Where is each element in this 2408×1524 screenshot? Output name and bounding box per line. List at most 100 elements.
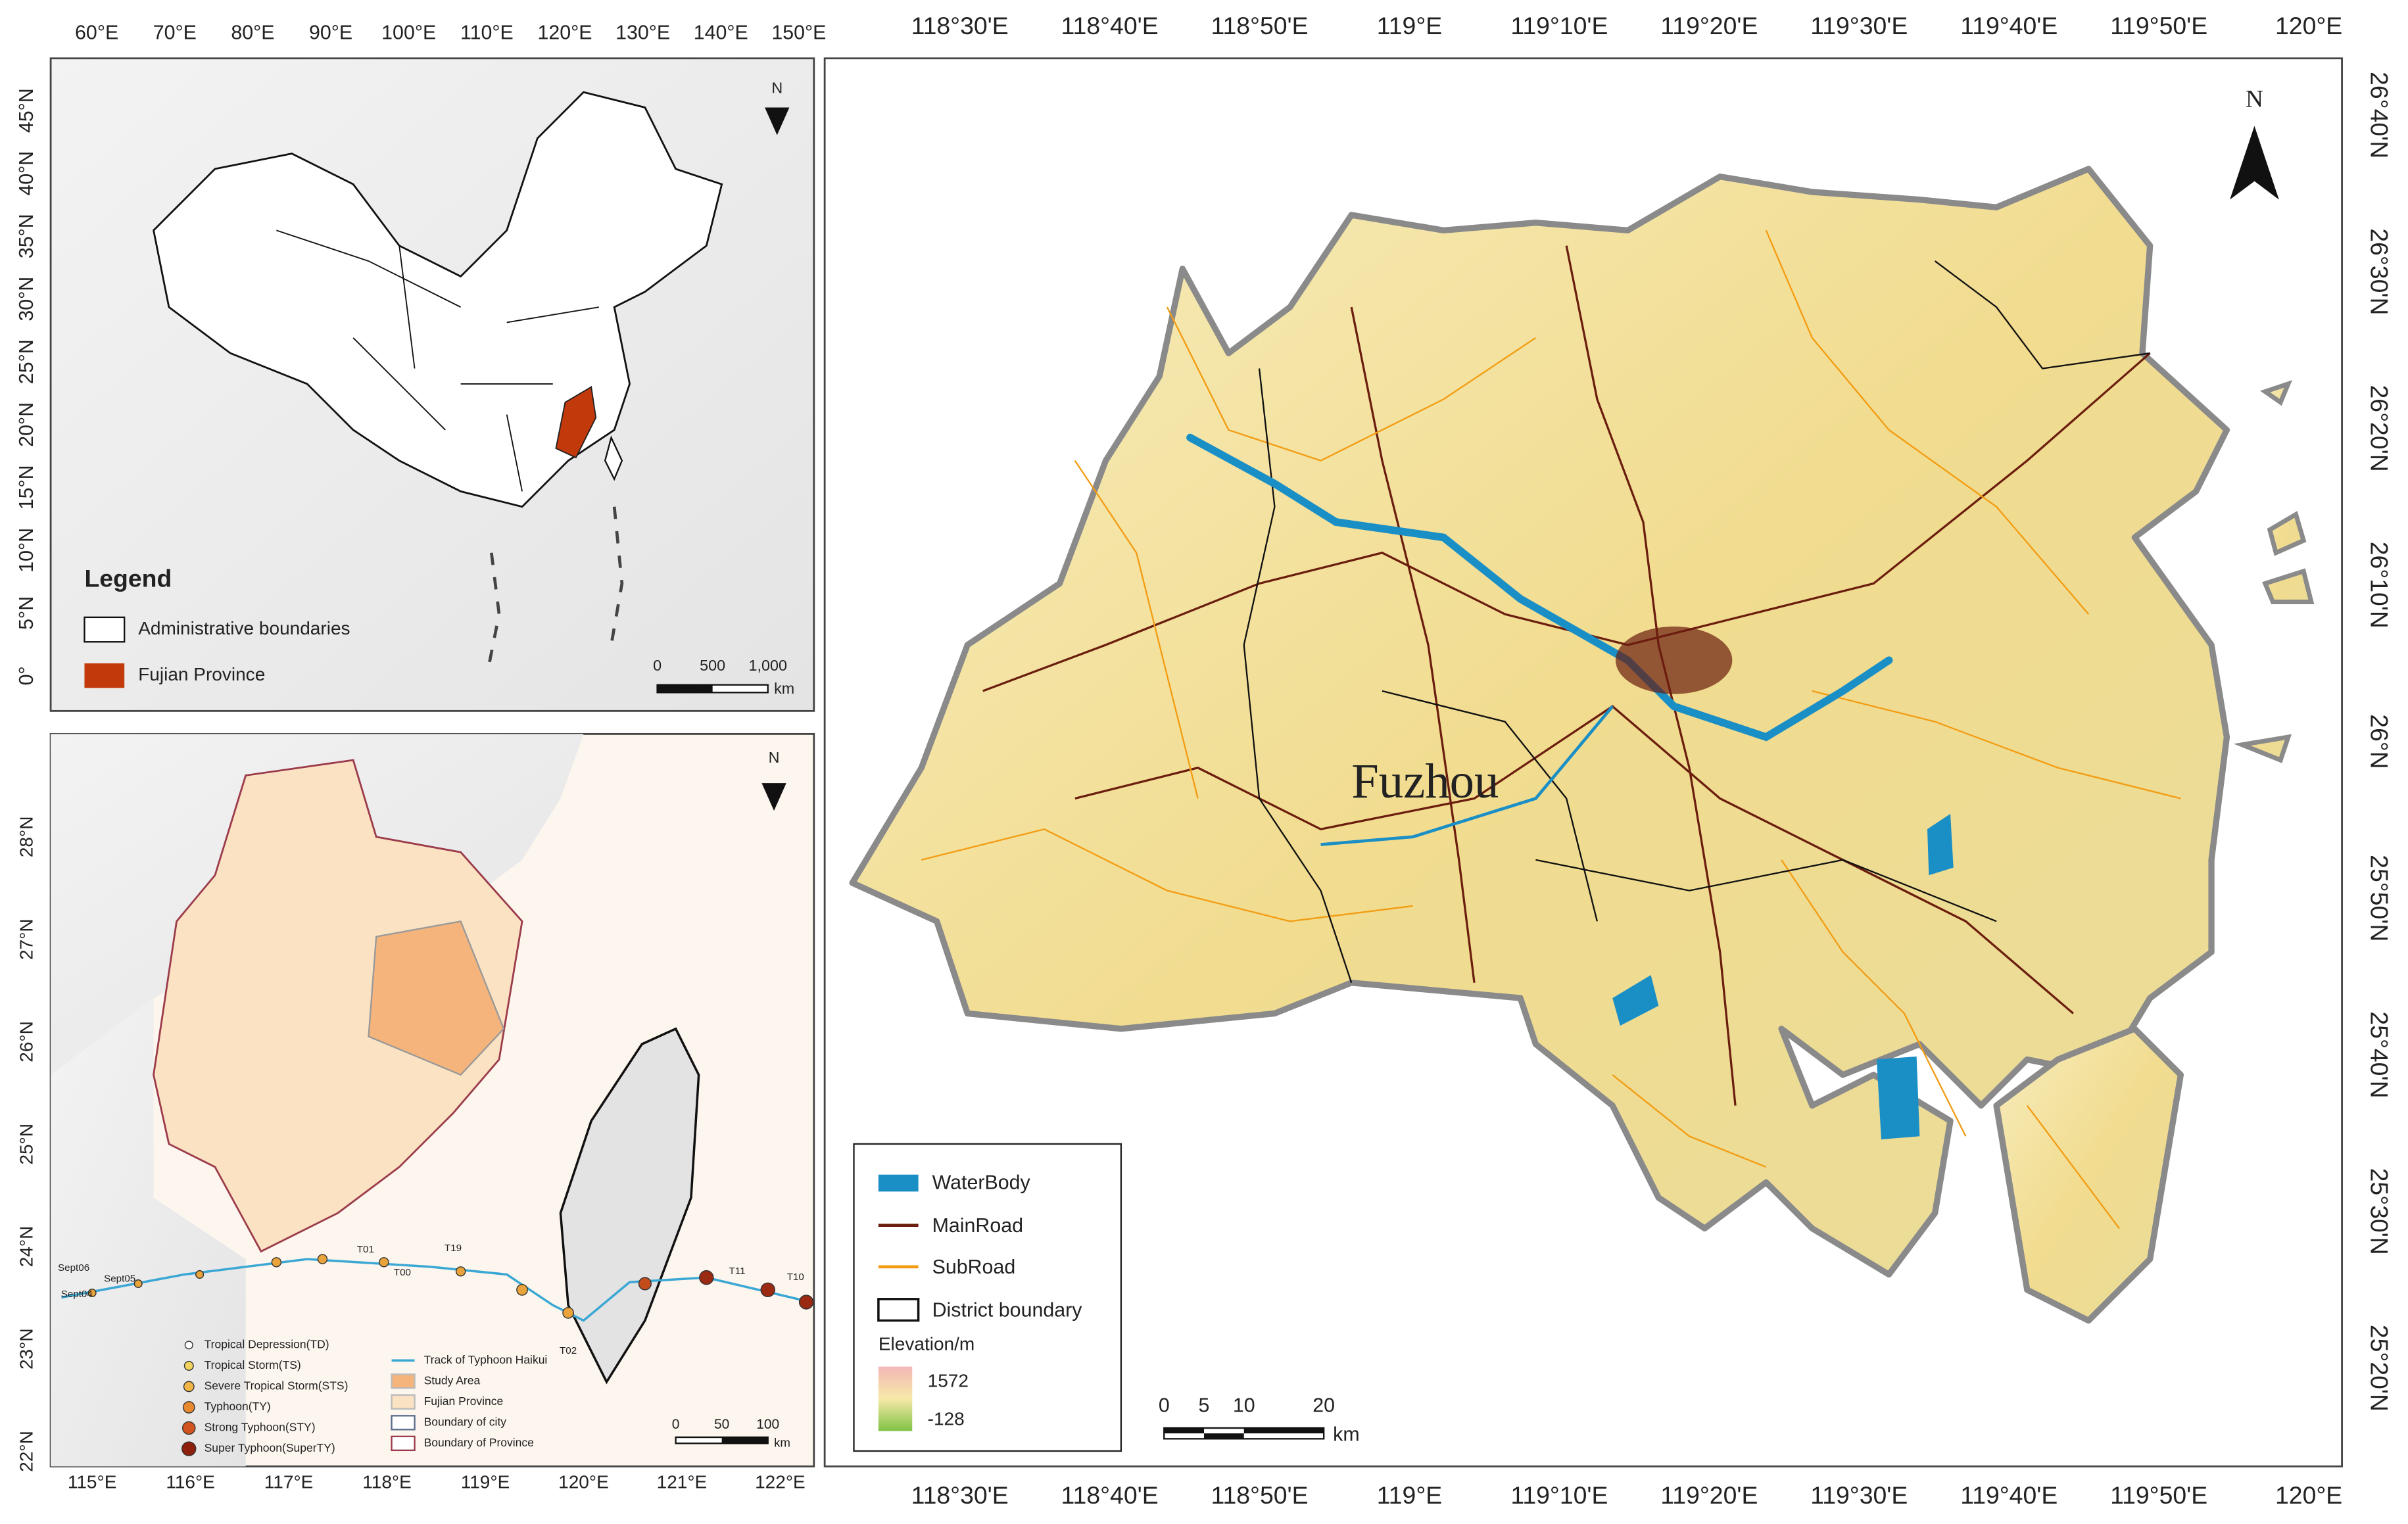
legend-swatch bbox=[84, 616, 126, 643]
nine-dash-line bbox=[487, 506, 624, 669]
legend-swatch bbox=[84, 663, 125, 688]
coordinate-label: 20°N bbox=[16, 402, 37, 447]
coordinate-label: 119°40'E bbox=[1960, 1481, 2058, 1509]
legend-elevation-title: Elevation/m bbox=[879, 1333, 975, 1354]
legend-symbol bbox=[182, 1401, 195, 1414]
track-label: T10 bbox=[787, 1272, 804, 1283]
scale-label: 0 bbox=[653, 657, 662, 674]
coordinate-label: 60°E bbox=[75, 22, 118, 43]
legend-symbol bbox=[181, 1421, 196, 1435]
north-label: N bbox=[769, 749, 780, 766]
legend-swatch bbox=[878, 1174, 919, 1192]
coordinate-label: 119°E bbox=[1377, 1481, 1442, 1509]
coordinate-label: 119°30'E bbox=[1810, 12, 1908, 39]
coordinate-label: 26°10'N bbox=[2365, 542, 2393, 629]
coordinate-label: 25°40'N bbox=[2365, 1011, 2393, 1098]
coordinate-label: 118°30'E bbox=[911, 1481, 1009, 1509]
scale-label: 500 bbox=[700, 657, 725, 674]
coordinate-label: 70°E bbox=[153, 22, 197, 43]
coordinate-label: 116°E bbox=[166, 1471, 215, 1492]
coordinate-label: 0° bbox=[16, 666, 37, 685]
legend-label: Track of Typhoon Haikui bbox=[424, 1353, 548, 1366]
north-label: N bbox=[2246, 86, 2263, 113]
elevation-high: 1572 bbox=[928, 1370, 969, 1391]
coordinate-label: 23°N bbox=[16, 1328, 36, 1369]
coordinate-label: 40°N bbox=[16, 151, 37, 196]
fujian-highlight bbox=[555, 386, 597, 459]
coordinate-label: 26°N bbox=[2365, 714, 2393, 769]
track-points bbox=[87, 1254, 814, 1319]
legend-label: Fujian Province bbox=[424, 1394, 504, 1408]
legend-symbol bbox=[391, 1415, 416, 1431]
min-river bbox=[1186, 433, 1893, 742]
legend-label: MainRoad bbox=[932, 1215, 1023, 1237]
legend-label: Severe Tropical Storm(STS) bbox=[205, 1379, 349, 1393]
track-label: T00 bbox=[394, 1267, 411, 1278]
district-boundaries bbox=[1243, 260, 2150, 984]
scale-unit: km bbox=[774, 680, 794, 697]
coordinate-label: 25°N bbox=[16, 1124, 36, 1165]
scale-bar bbox=[1164, 1428, 1204, 1434]
legend-label: Administrative boundaries bbox=[138, 618, 350, 638]
coordinate-label: 26°40'N bbox=[2365, 72, 2393, 158]
scale-unit: km bbox=[1333, 1424, 1359, 1446]
coordinate-label: 110°E bbox=[460, 22, 514, 43]
coordinate-label: 26°20'N bbox=[2365, 385, 2393, 472]
coordinate-label: 25°N bbox=[16, 339, 37, 384]
coordinate-label: 119°10'E bbox=[1510, 1481, 1608, 1509]
legend-label: SubRoad bbox=[932, 1256, 1016, 1278]
coordinate-label: 120°E bbox=[537, 22, 592, 43]
coordinate-label: 130°E bbox=[615, 22, 670, 43]
scale-label: 0 bbox=[672, 1417, 680, 1432]
study-area bbox=[368, 920, 505, 1076]
taiwan bbox=[559, 1027, 700, 1385]
legend-label: Boundary of Province bbox=[424, 1436, 534, 1449]
sub-roads bbox=[921, 229, 2181, 1229]
coordinate-label: 22°N bbox=[16, 1431, 36, 1472]
scale-bar bbox=[1243, 1428, 1324, 1434]
coordinate-label: 35°N bbox=[16, 214, 37, 258]
coordinate-label: 140°E bbox=[694, 22, 748, 43]
legend-label: Typhoon(TY) bbox=[205, 1400, 271, 1413]
coordinate-label: 119°50'E bbox=[2110, 1481, 2207, 1509]
north-arrow bbox=[765, 107, 790, 135]
coordinate-label: 117°E bbox=[264, 1471, 314, 1492]
typhoon-track bbox=[61, 1258, 811, 1322]
coordinate-label: 45°N bbox=[16, 88, 37, 133]
coordinate-label: 118°50'E bbox=[1211, 12, 1308, 39]
legend-symbol bbox=[184, 1341, 193, 1350]
coordinate-label: 115°E bbox=[68, 1471, 117, 1492]
coordinate-label: 25°20'N bbox=[2365, 1325, 2393, 1412]
coordinate-label: 119°10'E bbox=[1510, 12, 1608, 39]
coordinate-label: 30°N bbox=[16, 277, 37, 321]
typhoon-legend: Tropical Depression(TD) Tropical Storm(TS… bbox=[181, 1338, 548, 1456]
north-label: N bbox=[771, 80, 783, 97]
taiwan bbox=[604, 435, 623, 481]
fujian-province bbox=[153, 759, 523, 1253]
elevation-low: -128 bbox=[928, 1409, 965, 1429]
coordinate-label: 118°E bbox=[362, 1471, 412, 1492]
coordinate-label: 26°30'N bbox=[2365, 228, 2393, 315]
scale-label: 0 bbox=[1159, 1394, 1170, 1416]
place-label: Fuzhou bbox=[1351, 754, 1499, 809]
scale-bar bbox=[657, 684, 713, 693]
coordinate-label: 5°N bbox=[16, 596, 37, 630]
elevation-ramp bbox=[878, 1366, 913, 1431]
coordinate-label: 25°30'N bbox=[2365, 1168, 2393, 1255]
coordinate-label: 100°E bbox=[381, 22, 436, 43]
coordinate-label: 15°N bbox=[16, 465, 37, 510]
track-label: T01 bbox=[357, 1244, 374, 1255]
province-boundaries bbox=[276, 229, 599, 492]
legend-symbol bbox=[183, 1360, 194, 1371]
coordinate-label: 27°N bbox=[16, 918, 36, 960]
islets bbox=[2233, 380, 2315, 763]
legend-label: District boundary bbox=[932, 1300, 1083, 1322]
coordinate-label: 119°E bbox=[461, 1471, 510, 1492]
scale-label: 100 bbox=[756, 1417, 779, 1432]
coordinate-label: 24°N bbox=[16, 1226, 36, 1268]
legend-symbol bbox=[391, 1394, 416, 1410]
legend-symbol bbox=[391, 1373, 416, 1389]
urban-core bbox=[1615, 626, 1733, 694]
legend-symbol bbox=[183, 1381, 195, 1393]
coordinate-label: 119°20'E bbox=[1660, 1481, 1758, 1509]
